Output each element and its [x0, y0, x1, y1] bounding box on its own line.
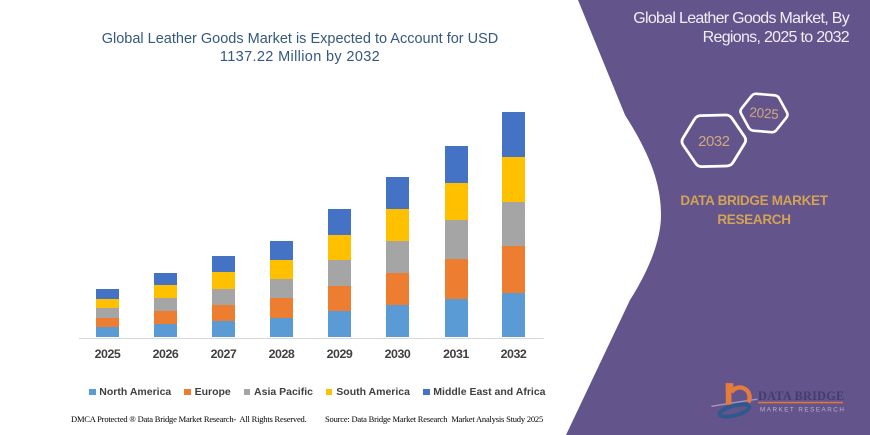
- svg-text:2025: 2025: [749, 105, 779, 122]
- svg-text:2032: 2032: [698, 133, 730, 150]
- svg-text:DATA BRIDGE: DATA BRIDGE: [758, 389, 844, 403]
- svg-text:MARKET RESEARCH: MARKET RESEARCH: [760, 407, 845, 414]
